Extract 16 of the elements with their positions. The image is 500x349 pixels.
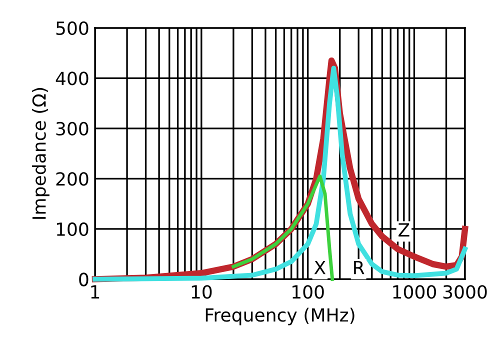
x-tick-label: 1 [91, 285, 100, 298]
y-tick-label: 500 [56, 21, 88, 36]
y-tick-label: 400 [56, 72, 88, 86]
x-tick-label: 10 [192, 285, 212, 299]
annotation: Z [398, 223, 410, 236]
x-tick-label: 100 [292, 285, 324, 299]
y-tick-label: 0 [79, 272, 88, 286]
y-axis-title: Impedance (Ω) [32, 88, 50, 219]
y-tick-label: 100 [56, 222, 88, 236]
annotation: X [314, 260, 326, 274]
x-axis-title: Frequency (MHz) [206, 308, 354, 326]
y-tick-label: 200 [56, 172, 88, 186]
x-tick-label: 3000 [443, 285, 487, 299]
x-tick-label: 1000 [393, 285, 436, 299]
annotation: R [354, 260, 364, 274]
y-tick-label: 300 [56, 122, 88, 136]
